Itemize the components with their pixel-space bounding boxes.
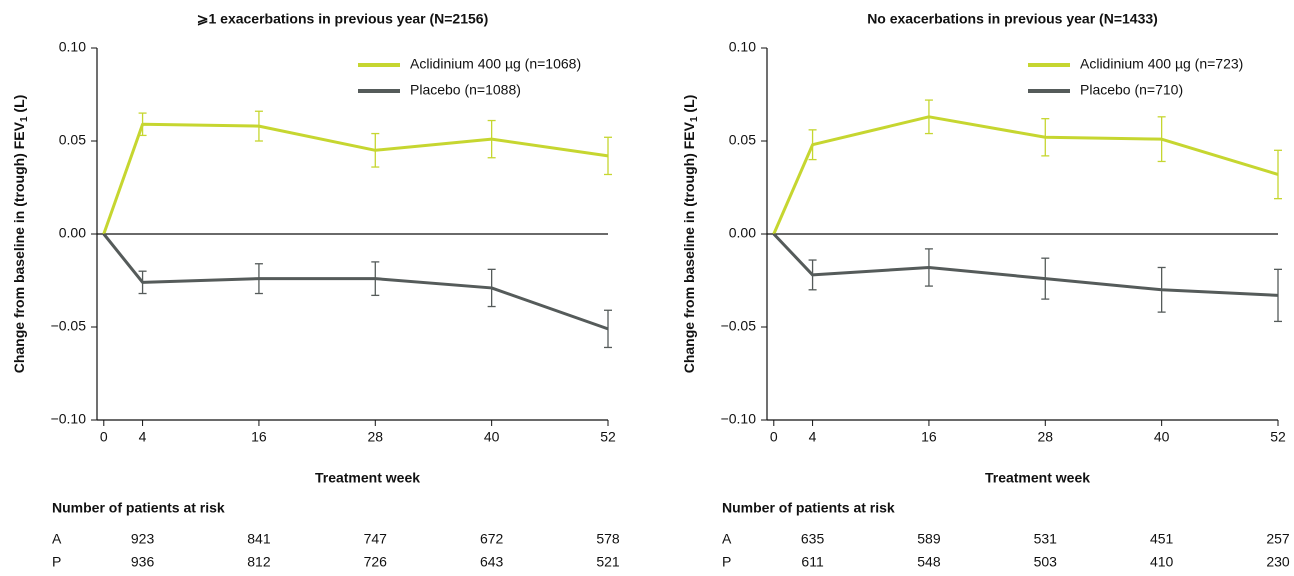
- legend-label: Aclidinium 400 µg (n=1068): [410, 56, 581, 72]
- risk-value: 812: [247, 554, 271, 570]
- risk-value: 589: [917, 531, 941, 547]
- y-axis-label-suffix: (L): [11, 95, 27, 117]
- risk-value: 672: [480, 531, 504, 547]
- y-tick-label: 0.00: [729, 225, 756, 241]
- risk-value: 257: [1266, 531, 1290, 547]
- x-tick-label: 4: [139, 429, 147, 445]
- risk-value: 611: [801, 554, 824, 570]
- y-axis-label-sub: 1: [689, 116, 700, 122]
- x-tick-label: 16: [921, 429, 937, 445]
- risk-value: 410: [1150, 554, 1174, 570]
- x-tick-label: 0: [100, 429, 108, 445]
- risk-value: 936: [131, 554, 155, 570]
- y-tick-label: 0.00: [59, 225, 86, 241]
- x-tick-label: 40: [1154, 429, 1170, 445]
- error-bar: [924, 99, 933, 135]
- risk-value: 578: [596, 531, 620, 547]
- error-bar: [138, 112, 147, 137]
- risk-row-label: A: [52, 531, 62, 547]
- y-tick-label: 0.05: [59, 132, 86, 148]
- error-bar: [1157, 266, 1166, 313]
- error-bar: [1041, 118, 1050, 157]
- y-axis-label-main: Change from baseline in (trough) FEV: [681, 121, 697, 373]
- risk-table-title: Number of patients at risk: [52, 500, 225, 516]
- y-tick-label: −0.05: [51, 318, 87, 334]
- series-line: [102, 122, 609, 235]
- error-bar: [604, 309, 612, 349]
- risk-value: 643: [480, 554, 504, 570]
- x-tick-label: 4: [809, 429, 817, 445]
- x-tick-label: 52: [600, 429, 616, 445]
- risk-row-label: P: [722, 554, 731, 570]
- y-axis-label: Change from baseline in (trough) FEV1 (L…: [681, 95, 700, 374]
- x-tick-label: 0: [770, 429, 778, 445]
- error-bar: [1274, 268, 1282, 323]
- error-bar: [1157, 116, 1166, 163]
- y-axis-label-suffix: (L): [681, 95, 697, 117]
- series-line: [102, 233, 609, 331]
- error-bar: [604, 136, 612, 176]
- y-axis-label-sub: 1: [19, 116, 30, 122]
- y-tick-label: −0.10: [721, 411, 757, 427]
- y-tick-label: 0.10: [729, 39, 756, 55]
- risk-value: 531: [1034, 531, 1058, 547]
- series-line: [772, 115, 1279, 235]
- error-bar: [487, 119, 496, 159]
- x-tick-label: 52: [1270, 429, 1286, 445]
- error-bar: [1274, 149, 1282, 200]
- risk-value: 230: [1266, 554, 1290, 570]
- x-tick-label: 16: [251, 429, 267, 445]
- y-tick-label: 0.05: [729, 132, 756, 148]
- y-axis-label-main: Change from baseline in (trough) FEV: [11, 121, 27, 373]
- error-bar: [487, 268, 496, 308]
- risk-value: 521: [596, 554, 620, 570]
- chart-title: No exacerbations in previous year (N=143…: [867, 11, 1158, 27]
- y-tick-label: 0.10: [59, 39, 86, 55]
- x-tick-label: 40: [484, 429, 500, 445]
- series-line: [772, 232, 1279, 297]
- y-tick-label: −0.05: [721, 318, 757, 334]
- risk-value: 841: [247, 531, 271, 547]
- x-tick-label: 28: [1037, 429, 1053, 445]
- risk-table-title: Number of patients at risk: [722, 500, 895, 516]
- risk-value: 451: [1150, 531, 1174, 547]
- error-bar: [1041, 257, 1050, 300]
- error-bar: [924, 248, 933, 287]
- legend-label: Placebo (n=710): [1080, 82, 1183, 98]
- x-axis-label: Treatment week: [315, 470, 420, 486]
- legend-label: Aclidinium 400 µg (n=723): [1080, 56, 1243, 72]
- x-tick-label: 28: [367, 429, 383, 445]
- chart-title: ⩾1 exacerbations in previous year (N=215…: [197, 11, 488, 27]
- risk-value: 726: [364, 554, 388, 570]
- y-tick-label: −0.10: [51, 411, 87, 427]
- error-bar: [808, 129, 817, 161]
- error-bar: [371, 132, 380, 168]
- risk-row-label: A: [722, 531, 732, 547]
- y-axis-label: Change from baseline in (trough) FEV1 (L…: [11, 95, 30, 374]
- risk-value: 635: [801, 531, 825, 547]
- error-bar: [254, 263, 263, 295]
- risk-value: 923: [131, 531, 155, 547]
- legend-label: Placebo (n=1088): [410, 82, 521, 98]
- error-bar: [138, 270, 147, 295]
- risk-value: 548: [917, 554, 941, 570]
- risk-value: 503: [1034, 554, 1058, 570]
- error-bar: [371, 261, 380, 297]
- x-axis-label: Treatment week: [985, 470, 1090, 486]
- error-bar: [254, 110, 263, 142]
- risk-row-label: P: [52, 554, 61, 570]
- risk-value: 747: [364, 531, 388, 547]
- error-bar: [808, 259, 817, 291]
